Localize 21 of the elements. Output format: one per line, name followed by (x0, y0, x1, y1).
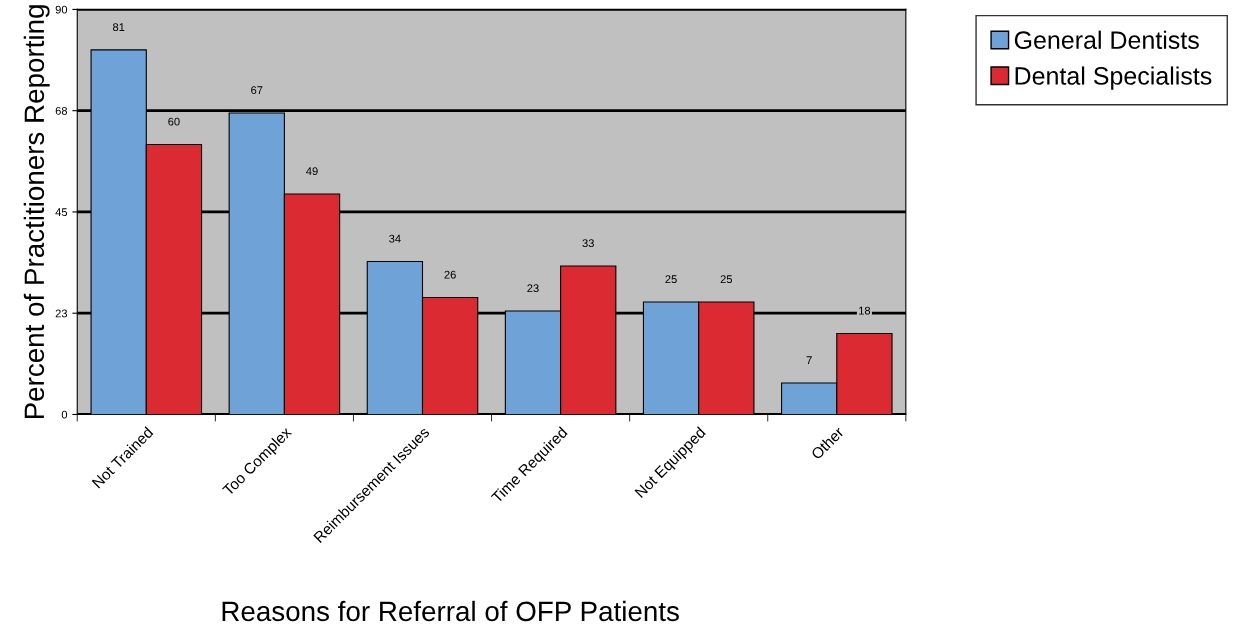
data-label: 25 (720, 275, 733, 284)
data-label: 81 (112, 23, 125, 32)
data-label: 25 (665, 275, 677, 284)
legend-label: General Dentists (1014, 30, 1199, 49)
data-label: 23 (527, 284, 539, 293)
y-tick-label: 45 (55, 208, 68, 217)
legend-label: Dental Specialists (1015, 66, 1212, 90)
data-label: 33 (582, 239, 594, 248)
data-label: 26 (444, 270, 456, 279)
y-tick-label: 68 (55, 106, 68, 115)
data-label: 49 (306, 167, 318, 176)
y-tick-label: 0 (61, 410, 68, 419)
data-label: 7 (806, 356, 812, 364)
data-label: 60 (168, 117, 180, 126)
y-axis-title: Percent of Practitioners Reporting (23, 5, 50, 419)
data-label: 67 (251, 86, 263, 95)
y-tick-label: 23 (55, 309, 68, 318)
x-axis-title: Reasons for Referral of OFP Patients (222, 600, 679, 622)
y-tick-label: 90 (55, 5, 68, 14)
data-label: 34 (389, 234, 401, 243)
data-label: 18 (859, 306, 871, 315)
